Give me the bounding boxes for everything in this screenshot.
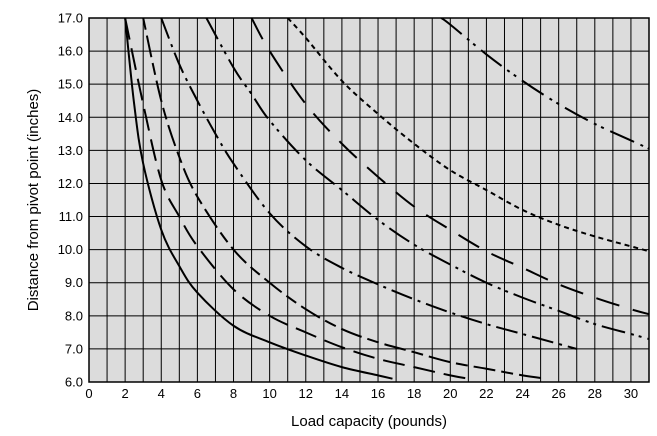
x-tick-label: 24: [515, 386, 529, 401]
x-tick-label: 22: [479, 386, 493, 401]
y-tick-label: 9.0: [65, 275, 83, 290]
y-tick-label: 8.0: [65, 308, 83, 323]
series-lines: [124, 18, 649, 380]
y-tick-label: 11.0: [59, 209, 83, 224]
x-tick-label: 30: [624, 386, 638, 401]
x-axis-title: Load capacity (pounds): [291, 413, 447, 430]
y-tick-label: 14.0: [58, 110, 83, 125]
x-tick-label: 12: [299, 386, 313, 401]
y-tick-label: 13.0: [58, 143, 83, 158]
y-axis-title: Distance from pivot point (inches): [25, 89, 42, 312]
x-tick-label: 6: [194, 386, 201, 401]
grid: [88, 17, 650, 383]
x-tick-label: 0: [85, 386, 92, 401]
plot-area: [89, 18, 649, 382]
y-tick-label: 6.0: [65, 375, 83, 390]
y-tick-label: 7.0: [65, 341, 83, 356]
x-tick-label: 4: [158, 386, 165, 401]
x-axis-ticks: 0 2 4 6 8 10 12 14 16 18 20 22 24 26 28 30: [85, 386, 638, 401]
x-tick-label: 20: [443, 386, 457, 401]
y-tick-label: 12.0: [58, 176, 83, 191]
x-tick-label: 14: [335, 386, 349, 401]
y-tick-label: 10.0: [58, 242, 83, 257]
y-tick-label: 17.0: [58, 11, 83, 26]
x-tick-label: 16: [371, 386, 385, 401]
x-tick-label: 8: [230, 386, 237, 401]
series-line-5: [205, 18, 649, 340]
plot-frame: [88, 17, 650, 383]
series-line-1: [124, 18, 393, 380]
y-tick-label: 16.0: [58, 44, 83, 59]
x-tick-label: 10: [262, 386, 276, 401]
series-line-4: [160, 18, 578, 350]
x-tick-label: 2: [122, 386, 129, 401]
x-tick-label: 26: [551, 386, 565, 401]
y-tick-label: 15.0: [58, 77, 83, 92]
x-tick-label: 18: [407, 386, 421, 401]
series-line-3: [142, 18, 547, 380]
series-line-7: [286, 18, 649, 253]
y-axis-ticks: 6.0 7.0 8.0 9.0 10.0 11.0 12.0 13.0 14.0 15.0 16.0…: [58, 11, 83, 390]
series-line-2: [124, 18, 469, 380]
series-line-8: [440, 18, 649, 150]
x-tick-label: 28: [588, 386, 602, 401]
